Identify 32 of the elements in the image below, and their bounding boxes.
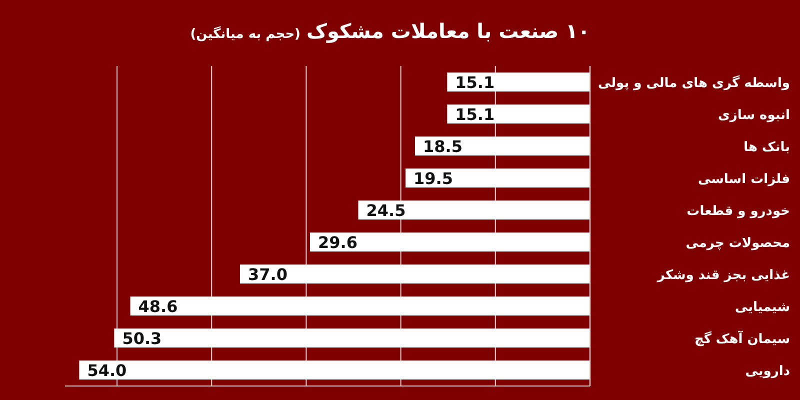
data-label: 18.5 bbox=[423, 137, 462, 156]
y-tick-label: فلزات اساسی bbox=[698, 172, 790, 187]
bar bbox=[114, 328, 590, 348]
bar bbox=[240, 264, 590, 284]
y-tick-label: سیمان آهک گچ bbox=[694, 330, 790, 347]
y-tick-label: خودرو و قطعات bbox=[686, 204, 790, 219]
data-label: 24.5 bbox=[366, 201, 406, 220]
data-label: 19.5 bbox=[414, 169, 454, 188]
data-label: 54.0 bbox=[87, 361, 127, 380]
bar bbox=[310, 232, 590, 252]
chart-subtitle: (حجم به میانگین) bbox=[190, 26, 301, 42]
chart-title: ۱۰ صنعت با معاملات مشکوک bbox=[306, 19, 590, 43]
bar bbox=[358, 200, 590, 220]
data-label: 50.3 bbox=[122, 329, 162, 348]
bar bbox=[79, 360, 590, 380]
bar bbox=[415, 136, 590, 156]
y-tick-label: انبوه سازی bbox=[718, 108, 790, 123]
bar bbox=[447, 104, 590, 124]
data-label: 15.1 bbox=[455, 105, 495, 124]
y-tick-label: شیمیایی bbox=[734, 300, 790, 315]
bar bbox=[447, 72, 590, 92]
y-tick-label: بانک ها bbox=[744, 140, 790, 155]
data-label: 48.6 bbox=[138, 297, 178, 316]
y-tick-label: محصولات چرمی bbox=[686, 236, 790, 251]
y-tick-label: غذایی بجز قند وشکر bbox=[656, 268, 790, 283]
bar bbox=[130, 296, 590, 316]
y-tick-label: واسطه گری های مالی و پولی bbox=[598, 75, 790, 91]
data-label: 29.6 bbox=[318, 233, 358, 252]
data-label: 37.0 bbox=[248, 265, 288, 284]
bar bbox=[406, 168, 590, 188]
y-tick-label: دارویی bbox=[745, 364, 790, 379]
data-label: 15.1 bbox=[455, 73, 495, 92]
